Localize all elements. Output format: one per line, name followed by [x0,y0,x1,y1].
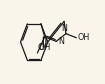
Text: OH: OH [38,43,50,52]
Text: N: N [61,24,67,33]
Text: OH: OH [77,33,89,42]
Text: O: O [37,43,44,52]
Text: N: N [58,37,64,46]
